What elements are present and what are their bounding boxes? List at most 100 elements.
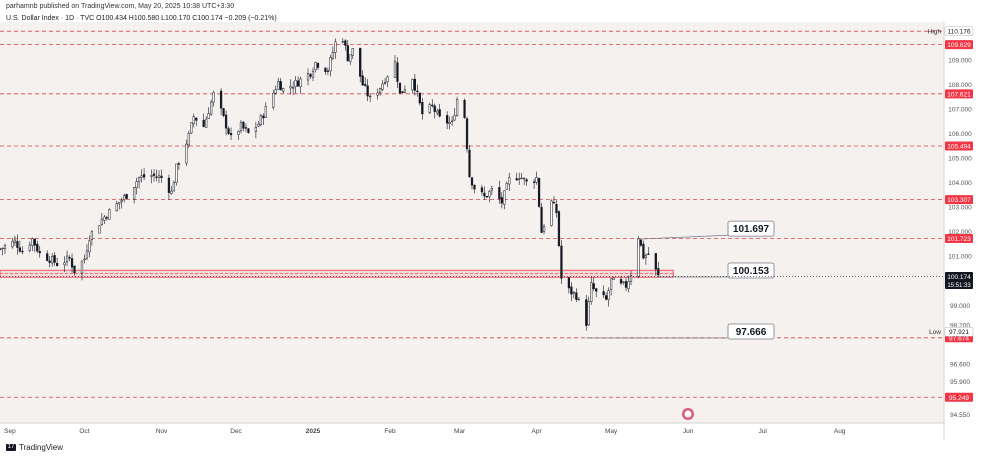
callout-box[interactable]: [727, 220, 775, 237]
candle-up: [135, 181, 138, 188]
candle-up: [100, 218, 103, 225]
candle-up: [490, 187, 493, 191]
candle-down: [570, 286, 573, 295]
candle-up: [299, 78, 302, 87]
economic-events[interactable]: [682, 408, 694, 420]
candle-down: [167, 177, 171, 193]
callout-0[interactable]: 101.697: [638, 220, 775, 240]
candle-up: [115, 203, 118, 212]
candle-up: [85, 250, 89, 259]
candle-up: [590, 282, 593, 302]
candle-down: [525, 179, 528, 182]
price-tick-label: 106.000: [948, 131, 972, 138]
candle-up: [331, 51, 335, 59]
candle-down: [567, 277, 571, 289]
candle-up: [123, 195, 126, 201]
candle-up: [329, 57, 332, 72]
candle-up: [140, 175, 143, 178]
candle-down: [473, 184, 476, 190]
candle-up: [550, 200, 553, 226]
candle-down: [346, 45, 349, 62]
candle-up: [274, 89, 277, 94]
candle-down: [463, 100, 466, 118]
candle-down: [309, 73, 312, 77]
candle-up: [103, 216, 106, 221]
candle-down: [177, 163, 180, 165]
callout-1[interactable]: 100.153: [658, 262, 775, 279]
candle-down: [219, 90, 223, 109]
candle-down: [642, 243, 645, 259]
callout-box[interactable]: [727, 262, 775, 279]
price-tick-label: 103.000: [948, 205, 972, 212]
candle-down: [498, 187, 501, 199]
candle-up: [612, 277, 615, 280]
candles: [0, 38, 660, 331]
candle-up: [376, 92, 379, 96]
price-tick-label: 104.000: [948, 180, 972, 187]
price-tick-label: 109.000: [948, 58, 972, 65]
candle-down: [438, 109, 441, 117]
price-chart[interactable]: 101.697 100.153 97.666 94.55095.90096.6009…: [0, 22, 984, 440]
time-tick-label: Jun: [683, 428, 694, 435]
callout-box[interactable]: [727, 323, 775, 340]
time-tick-label: 2025: [306, 428, 321, 435]
candle-down: [654, 253, 657, 270]
candle-up: [311, 70, 315, 78]
candle-up: [80, 260, 84, 274]
callouts[interactable]: 101.697 100.153 97.666: [586, 220, 775, 340]
candle-up: [451, 120, 454, 122]
callout-label: 101.697: [733, 224, 770, 235]
candle-down: [105, 217, 108, 219]
candle-up: [572, 292, 575, 294]
candle-up: [28, 244, 31, 251]
callout-2[interactable]: 97.666: [586, 323, 775, 340]
tradingview-logo-icon: 17: [6, 444, 16, 451]
candle-down: [48, 260, 51, 263]
level-price-tag-text: 103.307: [947, 197, 971, 204]
candle-up: [607, 290, 610, 300]
time-tick-label: Nov: [156, 428, 168, 435]
horizontal-levels: [0, 30, 944, 398]
candle-down: [515, 178, 518, 181]
candle-down: [73, 265, 76, 274]
price-tick-label: 101.000: [948, 254, 972, 261]
candle-up: [386, 76, 389, 83]
level-price-tag-text: 97.674: [949, 335, 969, 342]
candle-up: [118, 202, 121, 205]
candle-down: [401, 91, 404, 93]
candle-up: [411, 79, 414, 91]
candle-up: [137, 177, 141, 183]
candle-down: [160, 175, 163, 178]
level-price-tag-box: [945, 40, 973, 50]
candle-up: [542, 226, 546, 232]
symbol-ohlc-line: U.S. Dollar Index · 1D · TVC O100.434 H1…: [6, 15, 277, 22]
candle-down: [446, 115, 449, 124]
level-price-tag-box: [945, 392, 973, 402]
candle-up: [150, 175, 153, 177]
candle-down: [0, 248, 2, 250]
candle-down: [242, 121, 245, 129]
price-tick-label: 94.550: [950, 412, 970, 419]
candle-down: [468, 149, 471, 177]
candle-up: [587, 301, 590, 326]
publish-info: parhamnb published on TradingView.com, M…: [6, 3, 235, 10]
price-tick-label: 105.000: [948, 156, 972, 163]
candle-down: [152, 173, 156, 176]
tradingview-logo[interactable]: 17 TradingView: [6, 443, 63, 452]
candle-up: [3, 245, 7, 249]
candle-down: [485, 196, 489, 198]
candle-up: [63, 262, 66, 266]
candle-up: [31, 238, 34, 246]
candle-down: [244, 127, 248, 129]
price-scale-ticks: 94.550 95.900 96.600 98.200 99.000 101.000 102…: [948, 58, 972, 419]
candle-up: [289, 86, 292, 89]
candle-down: [262, 115, 265, 119]
candle-up: [185, 143, 188, 164]
time-tick-label: Sep: [4, 428, 16, 435]
candle-up: [254, 127, 257, 132]
candle-up: [1, 247, 4, 250]
time-tick-label: Dec: [230, 428, 242, 435]
candle-up: [403, 89, 407, 93]
candle-down: [555, 203, 558, 214]
candle-down: [195, 117, 198, 121]
